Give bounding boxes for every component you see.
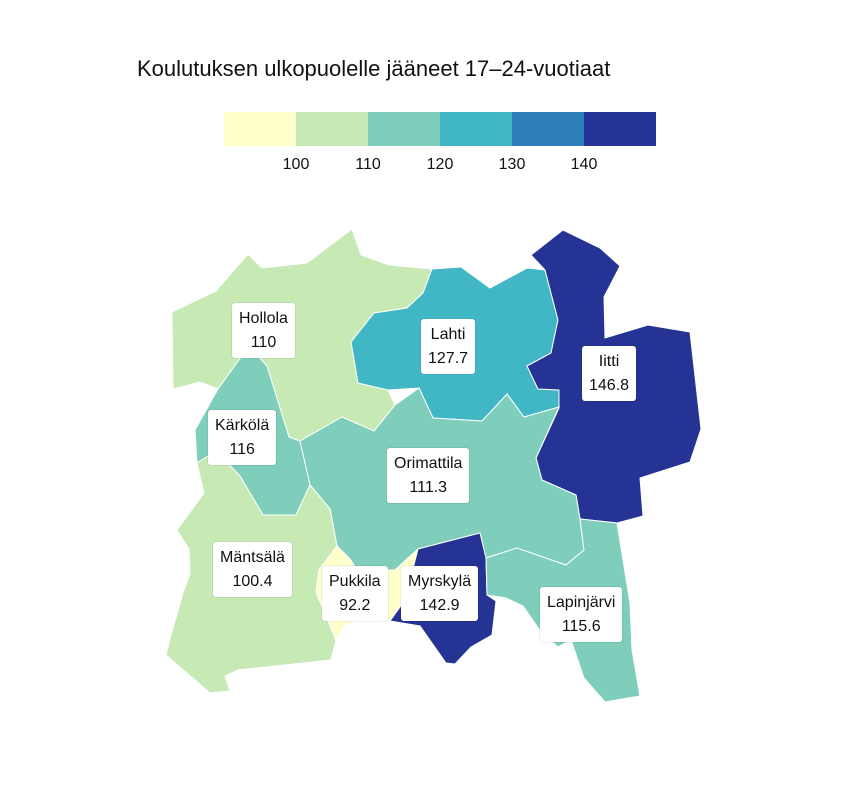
label-pukkila-name: Pukkila — [329, 573, 381, 590]
legend-swatch-1 — [224, 112, 296, 146]
label-myrskyla-name: Myrskylä — [408, 573, 472, 590]
label-lahti-name: Lahti — [430, 326, 466, 343]
label-hollola: Hollola 110 — [232, 303, 295, 358]
label-karkola-value: 116 — [229, 441, 255, 458]
label-hollola-name: Hollola — [239, 310, 288, 327]
legend-swatch-6 — [584, 112, 656, 146]
label-lahti: Lahti 127.7 — [421, 319, 476, 374]
label-iitti: Iitti 146.8 — [582, 346, 637, 401]
label-mantsala-name: Mäntsälä — [220, 549, 285, 566]
label-hollola-value: 110 — [250, 334, 277, 351]
label-mantsala: Mäntsälä 100.4 — [213, 542, 292, 597]
label-pukkila: Pukkila 92.2 — [322, 566, 388, 621]
legend-swatch-3 — [368, 112, 440, 146]
label-lapinjarvi: Lapinjärvi 115.6 — [540, 587, 623, 642]
label-karkola: Kärkölä 116 — [208, 410, 277, 465]
label-karkola-name: Kärkölä — [215, 417, 270, 434]
label-iitti-name: Iitti — [598, 353, 620, 370]
label-mantsala-value: 100.4 — [232, 573, 273, 590]
label-iitti-value: 146.8 — [589, 377, 630, 394]
label-lahti-value: 127.7 — [428, 350, 469, 367]
color-legend: 100 110 120 130 140 — [224, 112, 656, 173]
label-myrskyla: Myrskylä 142.9 — [401, 566, 479, 621]
legend-tick-140: 140 — [570, 156, 598, 173]
label-lapinjarvi-name: Lapinjärvi — [547, 594, 616, 611]
map-title: Koulutuksen ulkopuolelle jääneet 17–24-v… — [137, 56, 611, 81]
legend-tick-130: 130 — [498, 156, 526, 173]
label-lapinjarvi-value: 115.6 — [561, 618, 601, 635]
label-orimattila-name: Orimattila — [394, 455, 463, 472]
legend-swatch-2 — [296, 112, 368, 146]
legend-swatch-4 — [440, 112, 512, 146]
legend-tick-100: 100 — [282, 156, 310, 173]
legend-tick-120: 120 — [426, 156, 454, 173]
label-pukkila-value: 92.2 — [339, 597, 371, 614]
legend-swatch-5 — [512, 112, 584, 146]
label-orimattila-value: 111.3 — [409, 479, 448, 496]
label-orimattila: Orimattila 111.3 — [387, 448, 470, 503]
legend-tick-110: 110 — [355, 156, 381, 173]
label-myrskyla-value: 142.9 — [419, 597, 460, 614]
